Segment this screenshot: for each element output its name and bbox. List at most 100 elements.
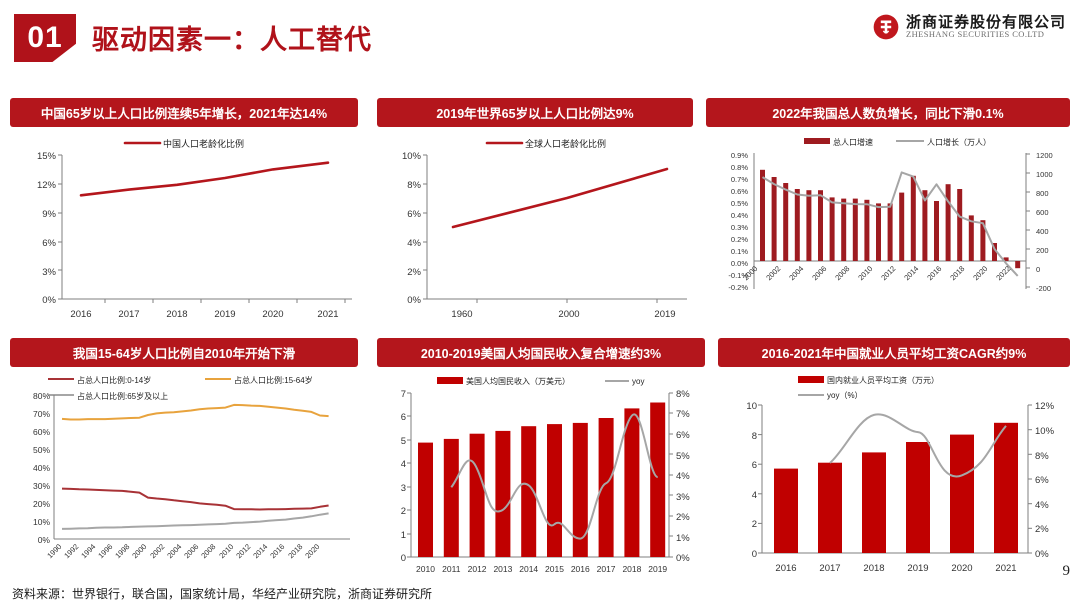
y-ticks-right (1028, 404, 1032, 554)
y-right-8: 8% (676, 389, 690, 400)
x-tick-labels: 1990 1992 1994 1996 1998 2000 2002 2004 … (45, 542, 321, 560)
x-label-3: 2013 (493, 564, 512, 574)
combo-chart-population-growth: 总人口增速 人口增长（万人） 0.9% 0.8% 0.7% 0.6% 0.5% … (728, 137, 1053, 293)
x-ticks (476, 299, 658, 303)
bar-2012 (899, 192, 905, 261)
y-tick-0: 0% (38, 535, 51, 545)
legend-swatch-0 (437, 377, 463, 384)
legend-label-0: 国内就业人员平均工资（万元） (827, 375, 939, 385)
y-left-1: 1 (401, 530, 406, 541)
x-label-4: 2020 (262, 309, 283, 320)
chart-caption: 2022年我国总人数负增长，同比下滑0.1% (706, 98, 1070, 127)
legend-label-0: 总人口增速 (833, 137, 873, 147)
y-ticks-right (1026, 153, 1030, 288)
x-label-8: 2006 (182, 542, 200, 560)
series-line-1 (829, 413, 1007, 478)
y-left-5: 0.4% (731, 211, 748, 220)
y-left-0: 0 (752, 549, 757, 560)
y-ticks (423, 154, 427, 300)
y-left-1: 2 (752, 519, 757, 530)
y-right-2: 2% (676, 512, 690, 523)
legend-label-0: 美国人均国民收入（万美元） (466, 376, 570, 386)
y-tick-4: 8% (407, 180, 421, 191)
y-left-9: 0.0% (731, 259, 748, 268)
y-left-3: 0.6% (731, 187, 748, 196)
y-tick-labels: 10% 8% 6% 4% 2% 0% (402, 151, 422, 306)
bar-2015 (934, 201, 939, 261)
bar-2013 (495, 430, 511, 557)
chart-plot-area: 占总人口比例:0-14岁 占总人口比例:15-64岁 占总人口比例:65岁及以上… (10, 367, 360, 589)
series-line-0 (61, 487, 329, 511)
y-tick-3: 30% (33, 481, 50, 491)
x-label-8: 2018 (622, 564, 641, 574)
y-tick-2: 20% (33, 499, 50, 509)
chart-caption: 中国65岁以上人口比例连续5年增长，2021年达14% (10, 98, 358, 127)
series-line-0 (451, 167, 669, 229)
y-right-4: 400 (1036, 227, 1049, 236)
line-chart-age-structure: 占总人口比例:0-14岁 占总人口比例:15-64岁 占总人口比例:65岁及以上… (33, 375, 350, 560)
chart-plot-area: 中国人口老龄化比例 15% 12% 9% 6% 3% 0% (10, 127, 360, 322)
series-line-0 (79, 161, 330, 197)
bar-2015 (547, 424, 562, 557)
chart-panel-us-gni: 2010-2019美国人均国民收入复合增速约3% 美国人均国民收入（万美元） y… (377, 338, 707, 588)
y-ticks-right (669, 392, 673, 558)
chart-panel-age-structure: 我国15-64岁人口比例自2010年开始下滑 占总人口比例:0-14岁 占总人口… (10, 338, 360, 588)
slide-header: 01 驱动因素一：人工替代 浙商证券股份有限公司 ZHESHANG SECURI… (0, 0, 1080, 78)
page-number: 9 (1062, 563, 1071, 579)
bars-group (418, 402, 666, 557)
x-label-0: 2016 (775, 563, 796, 574)
bar-2000 (760, 169, 765, 261)
y-tick-7: 70% (33, 409, 50, 419)
bar-2019 (906, 442, 930, 553)
page-title: 驱动因素一：人工替代 (92, 25, 372, 55)
y-left-6: 0.3% (731, 223, 748, 232)
chart-caption: 2016-2021年中国就业人员平均工资CAGR约9% (718, 338, 1070, 367)
x-tick-labels: 2016 2017 2018 2019 2020 2021 (70, 309, 338, 320)
x-label-1: 1992 (62, 542, 80, 560)
x-label-4: 2014 (519, 564, 538, 574)
bar-2016 (774, 468, 798, 553)
x-label-7: 2004 (165, 542, 183, 560)
x-ticks (104, 299, 346, 303)
y-tick-labels: 15% 12% 9% 6% 3% 0% (37, 151, 57, 306)
bar-2017 (818, 462, 842, 553)
bars-group (760, 169, 1021, 269)
legend-swatch-0 (804, 138, 830, 144)
y-tick-6: 60% (33, 427, 50, 437)
legend-label-0: 全球人口老龄化比例 (525, 138, 606, 149)
y-tick-labels: 80% 70% 60% 50% 40% 30% 20% 10% 0% (33, 391, 50, 545)
y-right-5: 10% (1035, 426, 1055, 437)
y-left-2: 4 (752, 490, 757, 501)
bar-2021 (1003, 257, 1009, 261)
logo-company-name-en: ZHESHANG SECURITIES CO.LTD (905, 29, 1045, 40)
chart-caption: 我国15-64岁人口比例自2010年开始下滑 (10, 338, 358, 367)
y-right-4: 4% (676, 471, 690, 482)
y-tick-labels-right: 1200 1000 800 600 400 200 0 -200 (1036, 151, 1053, 293)
y-tick-labels-left: 0.9% 0.8% 0.7% 0.6% 0.5% 0.4% 0.3% 0.2% … (728, 151, 748, 292)
bar-2003 (794, 189, 800, 261)
bar-2007 (841, 198, 847, 261)
section-number-badge: 01 (14, 14, 76, 62)
y-left-3: 3 (401, 483, 406, 494)
chart-caption: 2019年世界65岁以上人口比例达9% (377, 98, 693, 127)
x-label-1: 2017 (819, 563, 840, 574)
y-right-1: 1% (676, 533, 690, 544)
y-left-2: 2 (401, 506, 406, 517)
y-right-5: 5% (676, 451, 690, 462)
y-left-8: 0.1% (731, 247, 748, 256)
x-label-2: 1994 (79, 542, 97, 560)
bar-2012 (469, 433, 485, 557)
x-label-3: 2019 (214, 309, 235, 320)
chart-panel-world-aging: 2019年世界65岁以上人口比例达9% 全球人口老龄化比例 10% 8% 6% … (377, 98, 695, 323)
x-label-5: 2021 (317, 309, 338, 320)
source-footnote: 资料来源：世界银行，联合国，国家统计局，华经产业研究院，浙商证券研究所 (12, 587, 433, 601)
x-label-5: 2010 (856, 264, 874, 282)
legend-label-1: yoy（%） (827, 391, 863, 400)
x-label-11: 2012 (234, 542, 252, 560)
y-tick-2: 4% (407, 238, 421, 249)
bar-2020 (992, 243, 997, 261)
y-tick-1: 2% (407, 267, 421, 278)
y-right-7: -200 (1036, 284, 1051, 293)
bar-2017 (957, 189, 963, 261)
y-left-4: 0.5% (731, 199, 748, 208)
